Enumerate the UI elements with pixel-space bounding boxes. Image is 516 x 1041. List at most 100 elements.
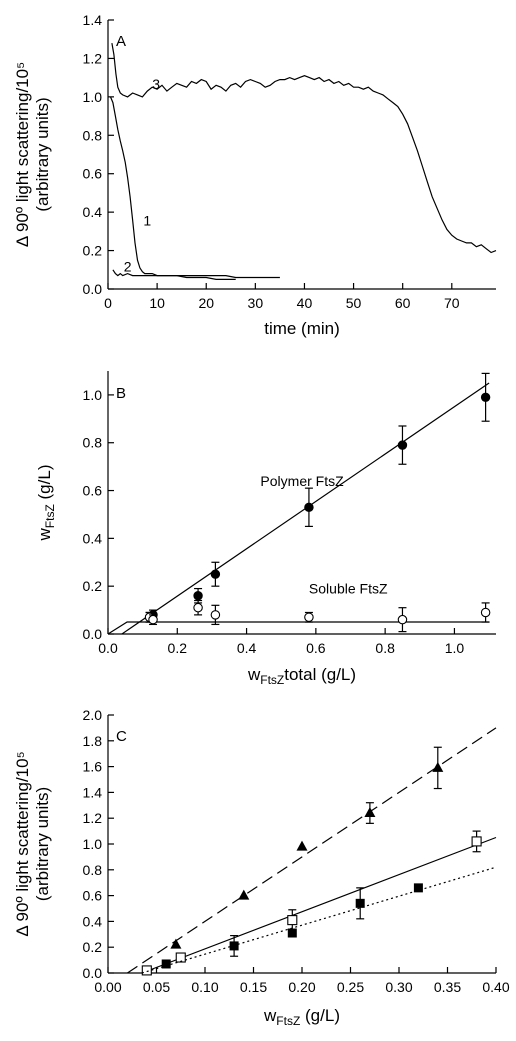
y-tick-label: 0.4 [83,913,103,929]
y-tick-label: 0.8 [83,435,103,451]
data-point-triangle [238,889,250,900]
x-tick-label: 0.6 [306,640,326,656]
x-tick-label: 0.15 [240,979,267,995]
data-point-soluble [148,614,158,625]
y-tick-label: 0.2 [83,939,103,955]
y-tick-label: 0.0 [83,626,103,642]
y-tick-label: 0.4 [83,530,103,546]
x-tick-label: 0.05 [143,979,170,995]
x-tick-label: 20 [198,295,214,311]
x-tick-label: 0.4 [237,640,257,656]
data-point-filled-square [161,959,171,969]
soluble-fit-line [107,621,490,635]
x-tick-label: 0 [104,295,112,311]
data-point-polymer [480,392,491,402]
y-axis-label-units: (arbitrary units) [33,97,52,211]
data-point-filled-square [413,883,423,893]
x-tick-label: 0.20 [288,979,315,995]
trace-label-2: 2 [124,259,132,275]
data-point-filled-square [287,928,297,938]
data-point-polymer [304,502,314,512]
series-label-polymer: Polymer FtsZ [260,473,344,489]
y-tick-label: 1.0 [83,836,103,852]
x-axis-label: wFtsZtotal (g/L) [247,665,356,687]
trace-line-2 [112,269,280,279]
y-tick-label: 1.0 [83,89,103,105]
y-tick-label: 1.8 [83,733,103,749]
y-tick-label: 0.8 [83,862,103,878]
data-point-soluble [397,614,408,625]
data-point-filled-square [229,941,239,951]
y-axis-label: wFtsZ (g/L) [35,465,57,542]
x-tick-label: 60 [395,295,411,311]
panel-label-a: A [116,33,126,50]
x-tick-label: 0.0 [98,640,118,656]
x-tick-label: 0.2 [168,640,188,656]
data-point-open-square [141,965,152,976]
y-axis-label-units: (arbitrary units) [33,787,52,901]
data-point-polymer [397,440,408,450]
x-tick-label: 70 [444,295,460,311]
x-axis-label: time (min) [264,319,340,338]
y-tick-label: 0.2 [83,243,103,259]
y-axis-label: Δ 90º light scattering/10⁵ [13,751,32,936]
panel-label-c: C [116,728,127,745]
y-tick-label: 1.2 [83,50,103,66]
y-tick-label: 0.8 [83,127,103,143]
series-label-soluble: Soluble FtsZ [309,580,388,596]
y-tick-label: 1.4 [83,784,103,800]
data-point-triangle [432,761,444,772]
y-tick-label: 1.2 [83,810,103,826]
x-tick-label: 0.10 [191,979,218,995]
fit-line-dashed [127,727,497,974]
y-tick-label: 1.0 [83,387,103,403]
data-point-polymer [210,569,221,579]
data-point-polymer [193,591,203,601]
x-tick-label: 0.35 [434,979,461,995]
y-tick-label: 0.0 [83,965,103,981]
data-point-triangle [170,938,182,949]
data-point-soluble [480,607,491,618]
y-axis-label: Δ 90º light scattering/10⁵ [13,62,32,247]
trace-label-1: 1 [143,213,151,229]
y-tick-label: 1.4 [83,12,103,28]
y-tick-label: 0.6 [83,888,103,904]
y-tick-label: 0.4 [83,204,103,220]
data-point-soluble [210,610,221,620]
x-tick-label: 10 [149,295,165,311]
trace-line-1 [109,96,236,280]
fit-line-solid [141,836,497,974]
y-tick-label: 0.6 [83,483,103,499]
x-tick-label: 0.8 [375,640,395,656]
panel-label-b: B [116,385,126,402]
panel-b-polymer-soluble: 0.0 0.2 0.4 0.6 0.8 1.0 0.0 0.2 0.4 0.6 0.8 1.0 B Pol… [35,371,496,687]
x-tick-label: 1.0 [445,640,465,656]
panel-c-scattering-vs-concentration: 0.0 0.2 0.4 0.6 0.8 1.0 1.2 1.4 1.6 1.8 2.0 0.00 0.0… [13,707,510,1028]
trace-label-3: 3 [152,76,160,92]
y-tick-label: 1.6 [83,759,103,775]
x-tick-label: 30 [248,295,264,311]
x-tick-label: 0.30 [385,979,412,995]
data-point-filled-square [355,898,365,908]
x-tick-label: 50 [346,295,362,311]
fit-line-dotted [141,866,497,974]
x-tick-label: 40 [297,295,313,311]
data-point-open-square [175,952,186,963]
trace-line-3 [111,42,497,254]
y-tick-label: 0.0 [83,281,103,297]
panel-a-time-course: 0.0 0.2 0.4 0.6 0.8 1.0 1.2 1.4 0 10 20 30 40 50 60 70 A… [13,12,497,338]
y-tick-label: 2.0 [83,707,103,723]
data-point-open-square [471,836,482,847]
x-tick-label: 0.25 [337,979,364,995]
data-point-triangle [296,840,308,851]
x-axis-label: wFtsZ (g/L) [263,1006,340,1028]
data-point-soluble [304,612,314,623]
data-point-open-square [287,915,298,926]
x-tick-label: 0.00 [94,979,121,995]
x-tick-label: 0.40 [482,979,509,995]
data-point-soluble [193,602,203,613]
data-point-triangle [364,807,376,818]
y-tick-label: 0.2 [83,578,103,594]
y-tick-label: 0.6 [83,166,103,182]
